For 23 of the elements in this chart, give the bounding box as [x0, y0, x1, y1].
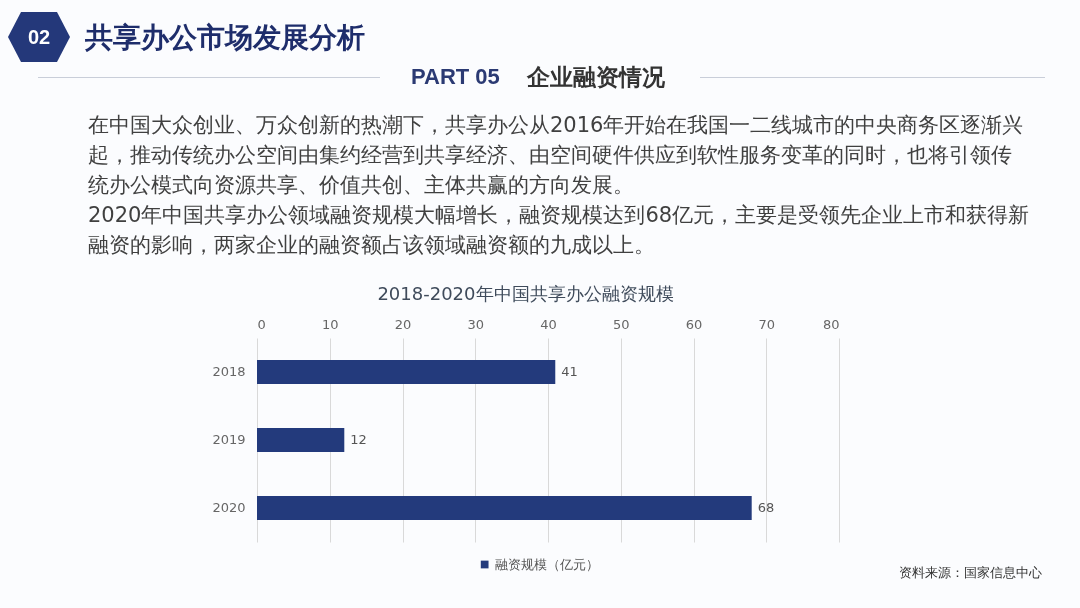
x-tick-label: 30 [467, 316, 485, 332]
data-label: 68 [757, 500, 775, 515]
chart-title: 2018-2020年中国共享办公融资规模 [377, 283, 674, 304]
x-tick-label: 0 [257, 316, 266, 332]
x-tick-label: 70 [758, 316, 776, 332]
x-tick-label: 20 [394, 316, 412, 332]
text: 企业融资情况 [527, 64, 665, 90]
text: 在中国大众创业、万众创新的热潮下，共享办公从2016年开始在我国一二线城市的中央商务区逐渐兴起，推动传统办公空间由集约经营到共享经济、由空间硬件供应到软性服务变革的同时，也将引领传统办公模式向资源共享、价值共创、主体共赢的方向发展。 [88, 112, 1025, 199]
x-tick-label: 10 [321, 316, 339, 332]
legend-label: 融资规模（亿元） [495, 556, 600, 572]
y-tick-label: 2019 [212, 432, 246, 447]
x-tick-label: 50 [612, 316, 630, 332]
data-label: 41 [561, 364, 578, 379]
text: PART 05 [411, 64, 500, 90]
text: 共享办公市场发展分析 [85, 20, 365, 56]
x-tick-label: 80 [822, 316, 840, 332]
text: 2020年中国共享办公领域融资规模大幅增长，融资规模达到68亿元，主要是受领先企业上市和获得新融资的影响，两家企业的融资额占该领域融资额的九成以上。 [88, 202, 1030, 259]
x-tick-label: 40 [540, 316, 557, 332]
y-tick-label: 2018 [212, 364, 246, 379]
data-label: 12 [350, 432, 367, 447]
y-tick-label: 2020 [212, 500, 246, 515]
x-tick-label: 60 [685, 316, 703, 332]
text: 资料来源：国家信息中心 [899, 564, 1042, 582]
